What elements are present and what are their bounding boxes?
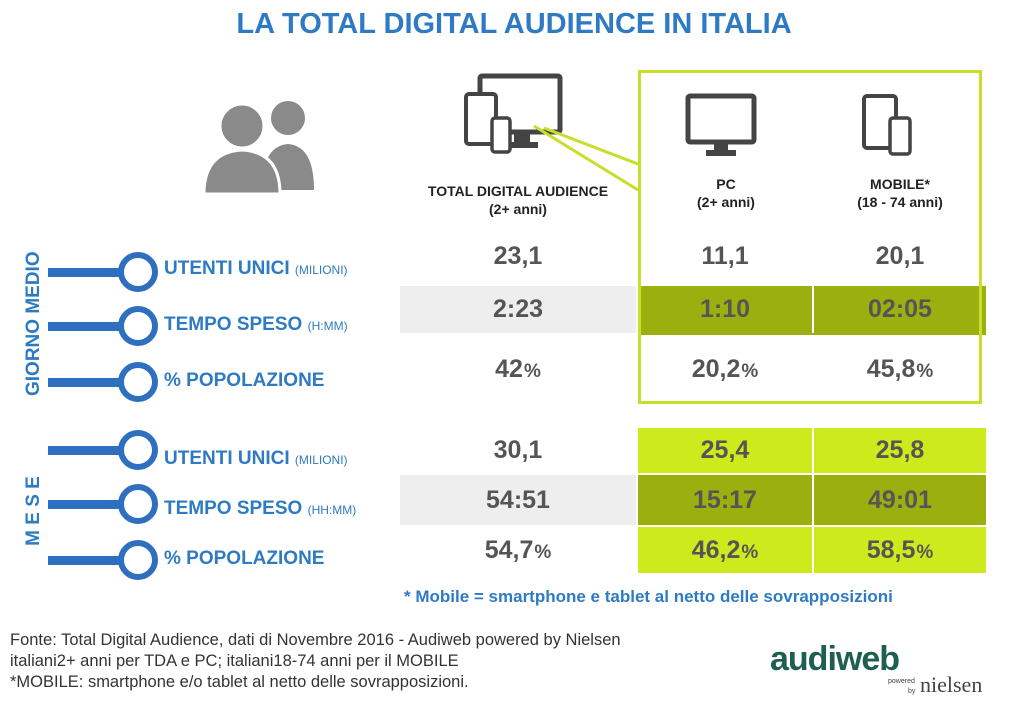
cell-tda-tempo-giorno: 2:23 <box>492 295 544 323</box>
row-shade-pc-4 <box>638 428 812 473</box>
cell-tda-popolazione-giorno: 42% <box>495 354 541 383</box>
row-shade-mobile-6 <box>814 527 986 573</box>
row-shade-tda-2 <box>400 286 636 333</box>
cell-mobile-utenti-giorno: 20,1 <box>875 241 925 270</box>
monitor-icon <box>685 93 757 156</box>
cell-pc-tempo-giorno: 1:10 <box>699 295 751 323</box>
people-icon <box>202 101 314 196</box>
mobile-devices-icon <box>862 94 912 156</box>
devices-icon <box>464 73 563 154</box>
cell-pc-utenti-mese: 25,4 <box>700 436 750 464</box>
cell-pc-popolazione-mese: 46,2% <box>691 535 759 564</box>
cell-mobile-popolazione-mese: 58,5% <box>866 535 934 564</box>
row-shade-mobile-4 <box>814 428 986 473</box>
cell-pc-tempo-mese: 15:17 <box>693 485 757 514</box>
cell-pc-utenti-giorno: 11,1 <box>701 241 749 270</box>
cell-mobile-tempo-giorno: 02:05 <box>868 295 932 323</box>
row-shade-pc-2 <box>638 286 812 333</box>
row-label-utenti-unici: UTENTI UNICI (MILIONI) <box>164 448 348 469</box>
row-shade-pc-5 <box>638 475 812 525</box>
audiweb-logo: audiweb powered by nielsen <box>770 640 998 700</box>
logo-powered: powered <box>888 678 915 685</box>
row-connector <box>48 244 158 300</box>
logo-main: audiweb <box>770 640 900 678</box>
cell-tda-utenti-giorno: 23,1 <box>493 241 543 270</box>
group-label-giorno-medio: GIORNO MEDIO <box>23 251 44 396</box>
column-header-mobile: MOBILE* (18 - 74 anni) <box>857 176 943 210</box>
row-label-utenti-unici: UTENTI UNICI (MILIONI) <box>164 258 348 279</box>
cell-tda-popolazione-mese: 54,7% <box>484 535 552 564</box>
cell-mobile-tempo-mese: 49:01 <box>868 485 932 514</box>
row-label-tempo-speso: TEMPO SPESO (HH:MM) <box>164 498 357 519</box>
row-shade-mobile-2 <box>814 286 986 333</box>
row-divider <box>638 333 986 335</box>
row-connector <box>48 422 158 478</box>
row-label-tempo-speso: TEMPO SPESO (H:MM) <box>164 314 348 335</box>
row-connector <box>48 476 158 532</box>
cell-tda-tempo-mese: 54:51 <box>486 485 550 514</box>
column-header-tda: TOTAL DIGITAL AUDIENCE (2+ anni) <box>427 183 609 217</box>
cell-tda-utenti-mese: 30,1 <box>493 436 543 464</box>
row-label-popolazione: % POPOLAZIONE <box>164 370 325 391</box>
cell-mobile-utenti-mese: 25,8 <box>875 436 925 464</box>
row-shade-mobile-5 <box>814 475 986 525</box>
giorno-medio-frame <box>638 70 982 404</box>
row-shade-pc-6 <box>638 527 812 573</box>
column-header-pc: PC (2+ anni) <box>697 176 755 210</box>
row-shade-tda-5 <box>400 475 636 525</box>
callout-connector <box>533 124 639 192</box>
mobile-footnote: * Mobile = smartphone e tablet al netto … <box>404 587 893 606</box>
row-connector <box>48 532 158 588</box>
column-divider <box>812 286 814 333</box>
logo-partner: nielsen <box>920 672 983 697</box>
row-connector <box>48 298 158 354</box>
cell-mobile-popolazione-giorno: 45,8% <box>866 354 934 383</box>
row-label-popolazione: % POPOLAZIONE <box>164 548 325 569</box>
group-label-mese: M E S E <box>23 476 44 546</box>
page-title: LA TOTAL DIGITAL AUDIENCE IN ITALIA <box>236 8 792 40</box>
cell-pc-popolazione-giorno: 20,2% <box>691 354 759 383</box>
logo-by: by <box>908 688 916 695</box>
source-text: Fonte: Total Digital Audience, dati di N… <box>10 631 621 691</box>
row-connector <box>48 354 158 410</box>
